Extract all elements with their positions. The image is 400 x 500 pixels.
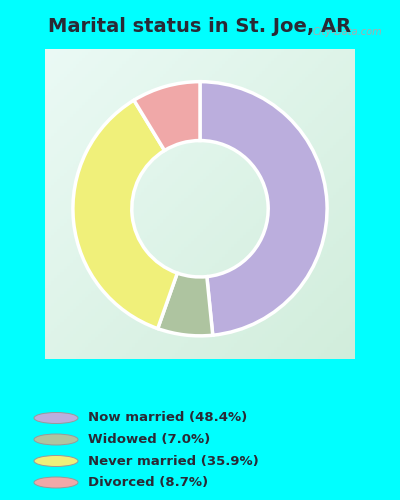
Text: Marital status in St. Joe, AR: Marital status in St. Joe, AR <box>48 18 352 36</box>
Wedge shape <box>134 82 200 150</box>
Text: Never married (35.9%): Never married (35.9%) <box>88 454 259 468</box>
Text: Widowed (7.0%): Widowed (7.0%) <box>88 433 210 446</box>
Circle shape <box>34 434 78 445</box>
Wedge shape <box>200 82 327 335</box>
Circle shape <box>34 477 78 488</box>
Text: Divorced (8.7%): Divorced (8.7%) <box>88 476 208 489</box>
Wedge shape <box>73 100 177 328</box>
Text: City-Data.com: City-Data.com <box>312 26 382 36</box>
Wedge shape <box>158 273 213 336</box>
Circle shape <box>34 456 78 466</box>
Text: Now married (48.4%): Now married (48.4%) <box>88 412 247 424</box>
Circle shape <box>34 412 78 424</box>
